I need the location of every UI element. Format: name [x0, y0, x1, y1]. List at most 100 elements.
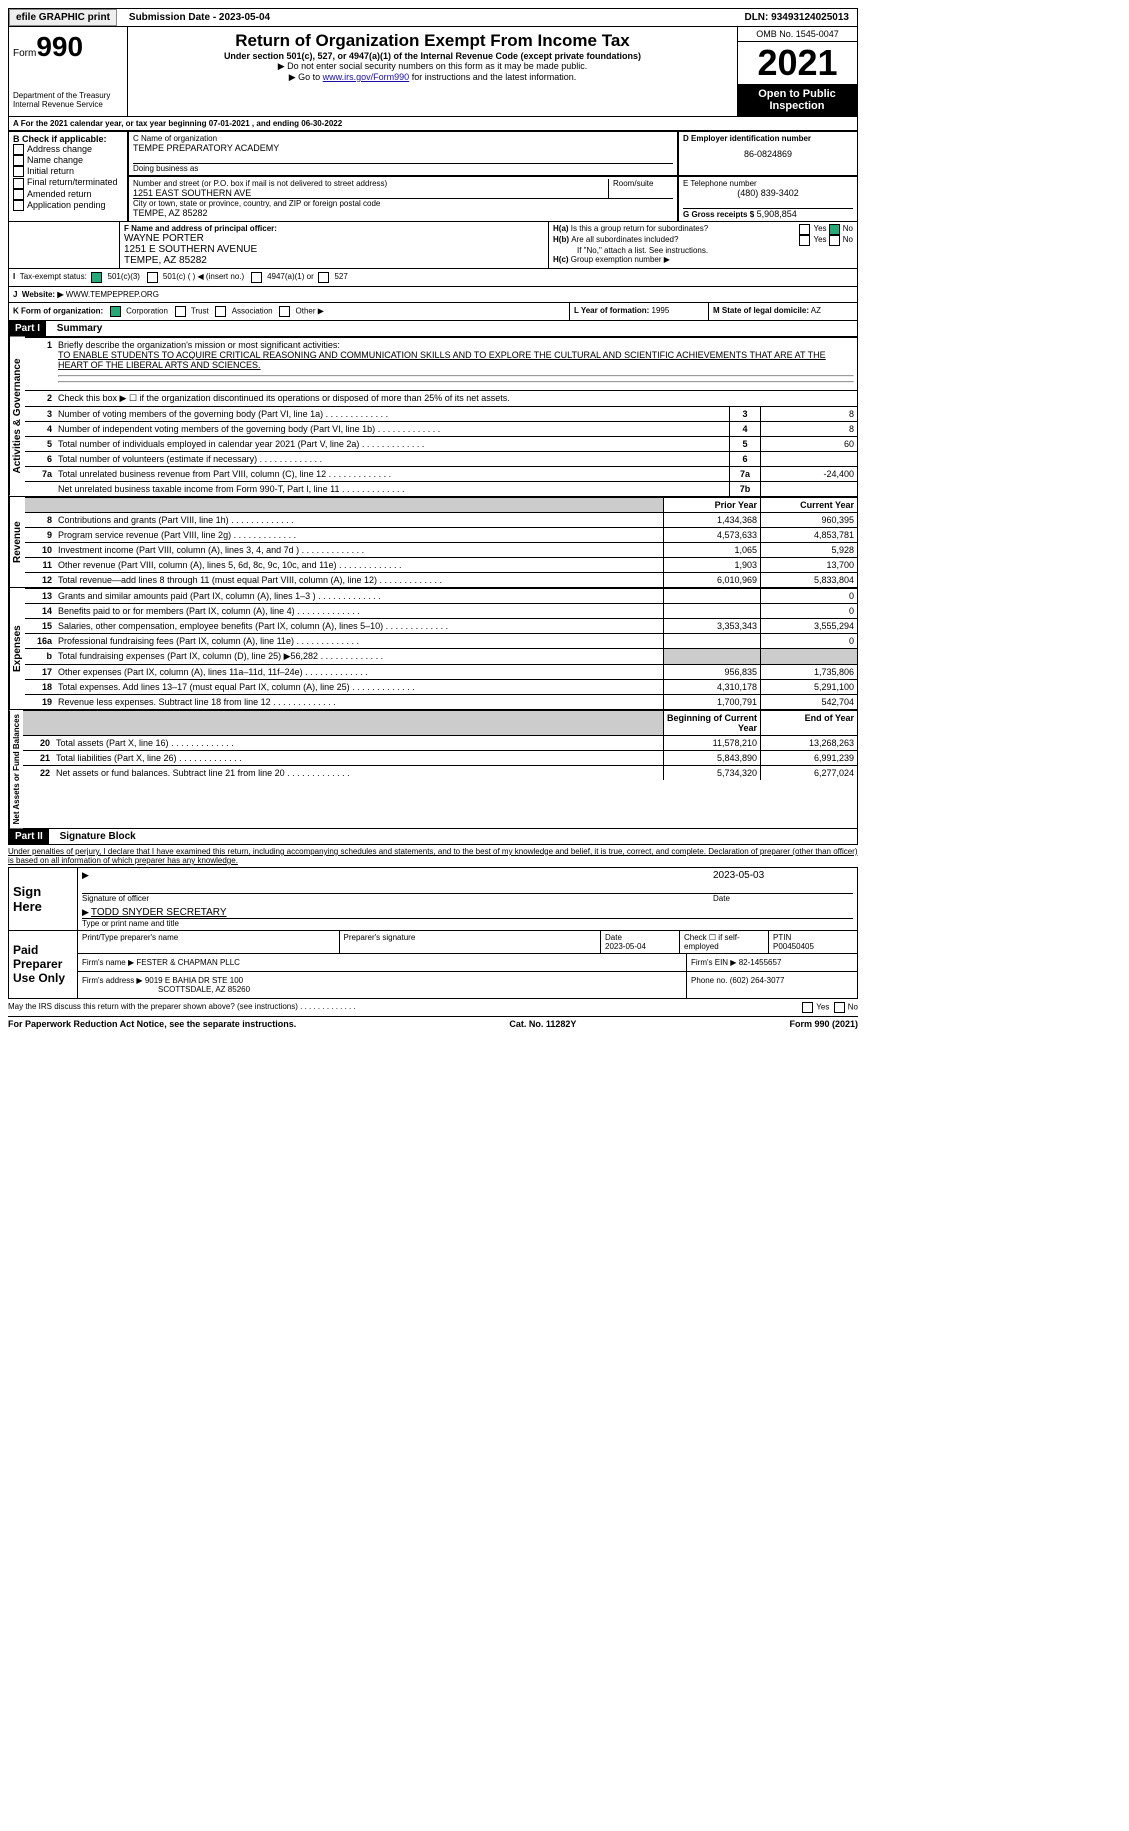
street-label: Number and street (or P.O. box if mail i… [133, 179, 608, 188]
table-row: 21Total liabilities (Part X, line 26)5,8… [23, 750, 857, 765]
table-row: 10Investment income (Part VIII, column (… [25, 542, 857, 557]
check-initial[interactable]: Initial return [13, 166, 123, 177]
discuss-row: May the IRS discuss this return with the… [8, 999, 858, 1017]
check-assoc[interactable] [215, 306, 226, 317]
firm-phone-label: Phone no. [691, 976, 727, 985]
gross-value: 5,908,854 [757, 209, 797, 219]
prep-name-label: Print/Type preparer's name [78, 931, 340, 953]
table-row: 20Total assets (Part X, line 16)11,578,2… [23, 735, 857, 750]
table-row: 15Salaries, other compensation, employee… [25, 618, 857, 633]
page-footer: For Paperwork Reduction Act Notice, see … [8, 1017, 858, 1029]
firm-city: SCOTTSDALE, AZ 85260 [82, 985, 250, 994]
subtitle-3: ▶ Go to www.irs.gov/Form990 for instruct… [132, 72, 733, 83]
subtitle-2: ▶ Do not enter social security numbers o… [132, 61, 733, 72]
top-toolbar: efile GRAPHIC print Submission Date - 20… [8, 8, 858, 27]
discuss-no[interactable] [834, 1002, 845, 1013]
firm-ein: 82-1455657 [739, 958, 782, 967]
open-inspection: Open to Public Inspection [737, 84, 857, 116]
summary-netassets-table: Beginning of Current YearEnd of Year 20T… [23, 710, 857, 780]
check-corp[interactable] [110, 306, 121, 317]
check-501c3[interactable] [91, 272, 102, 283]
line-2: Check this box ▶ ☐ if the organization d… [55, 390, 857, 406]
website-value: WWW.TEMPEPREP.ORG [66, 290, 159, 299]
check-other[interactable] [279, 306, 290, 317]
ptin-value: P00450405 [773, 942, 814, 951]
dept: Department of the Treasury [13, 91, 123, 100]
form-title: Return of Organization Exempt From Incom… [132, 31, 733, 51]
cat-no: Cat. No. 11282Y [509, 1019, 576, 1029]
phone-label: E Telephone number [683, 179, 853, 188]
check-amended[interactable]: Amended return [13, 189, 123, 200]
mission-label: Briefly describe the organization's miss… [58, 340, 340, 350]
col-current: Current Year [761, 497, 858, 512]
paid-preparer-block: Paid Preparer Use Only Print/Type prepar… [8, 931, 858, 999]
submission-date: Submission Date - 2023-05-04 [121, 10, 278, 25]
phone-value: (480) 839-3402 [683, 188, 853, 198]
check-501c[interactable] [147, 272, 158, 283]
table-row: 8Contributions and grants (Part VIII, li… [25, 512, 857, 527]
self-employed-check[interactable]: Check ☐ if self-employed [680, 931, 769, 953]
date-label: Date [713, 894, 853, 903]
sign-here-label: Sign Here [9, 868, 78, 930]
officer-label: F Name and address of principal officer: [124, 224, 544, 233]
hb-no[interactable]: No [843, 235, 853, 246]
check-trust[interactable] [175, 306, 186, 317]
goto-post: for instructions and the latest informat… [409, 72, 576, 82]
summary-revenue-table: Prior YearCurrent Year 8Contributions an… [25, 497, 857, 587]
city-value: TEMPE, AZ 85282 [133, 208, 673, 218]
ha-no[interactable]: No [843, 224, 853, 235]
dba-label: Doing business as [133, 163, 673, 173]
table-row: 11Other revenue (Part VIII, column (A), … [25, 557, 857, 572]
org-name-label: C Name of organization [133, 134, 673, 143]
table-row: 5Total number of individuals employed in… [25, 436, 857, 451]
part-ii-bar: Part II [9, 829, 49, 844]
check-pending[interactable]: Application pending [13, 200, 123, 211]
hb-yes[interactable]: Yes [813, 235, 826, 246]
side-expenses: Expenses [9, 588, 25, 709]
sign-here-block: Sign Here 2023-05-03 Signature of office… [8, 867, 858, 931]
col-prior: Prior Year [664, 497, 761, 512]
ein-label: D Employer identification number [683, 134, 853, 143]
check-address[interactable]: Address change [13, 144, 123, 155]
check-527[interactable] [318, 272, 329, 283]
prep-sig-label: Preparer's signature [340, 931, 602, 953]
irs: Internal Revenue Service [13, 100, 123, 109]
summary-activities-table: 1Briefly describe the organization's mis… [25, 337, 857, 496]
check-name[interactable]: Name change [13, 155, 123, 166]
section-m: M State of legal domicile: AZ [709, 303, 857, 320]
discuss-yes[interactable] [802, 1002, 813, 1013]
check-applicable-label: B Check if applicable: [13, 134, 123, 144]
dln: DLN: 93493124025013 [736, 10, 857, 25]
part-ii-title: Signature Block [52, 831, 136, 842]
table-row: 3Number of voting members of the governi… [25, 406, 857, 421]
part-i-header: Part I Summary [8, 321, 858, 337]
table-row: 14Benefits paid to or for members (Part … [25, 603, 857, 618]
section-a-period: A For the 2021 calendar year, or tax yea… [8, 116, 858, 131]
ha-yes[interactable]: Yes [813, 224, 826, 235]
table-row: 12Total revenue—add lines 8 through 11 (… [25, 572, 857, 587]
gross-label: G Gross receipts $ [683, 210, 754, 219]
hb-note: If "No," attach a list. See instructions… [553, 246, 853, 255]
table-row: 18Total expenses. Add lines 13–17 (must … [25, 679, 857, 694]
section-c: C Name of organization TEMPE PREPARATORY… [128, 131, 678, 176]
print-name-label: Type or print name and title [82, 919, 853, 928]
firm-phone: (602) 264-3077 [730, 976, 785, 985]
table-row: 9Program service revenue (Part VIII, lin… [25, 527, 857, 542]
table-row: bTotal fundraising expenses (Part IX, co… [25, 648, 857, 664]
prep-date-label: Date [605, 933, 622, 942]
room-label: Room/suite [608, 179, 673, 198]
firm-addr-label: Firm's address ▶ [82, 976, 143, 985]
city-label: City or town, state or province, country… [133, 198, 673, 208]
form-org-label: K Form of organization: [13, 307, 103, 316]
efile-print-button[interactable]: efile GRAPHIC print [9, 9, 117, 26]
officer-addr: 1251 E SOUTHERN AVENUE [124, 244, 544, 255]
paid-preparer-label: Paid Preparer Use Only [9, 931, 78, 998]
firm-ein-label: Firm's EIN ▶ [691, 958, 736, 967]
goto-pre: ▶ Go to [289, 72, 323, 82]
side-netassets: Net Assets or Fund Balances [9, 710, 23, 828]
check-final[interactable]: Final return/terminated [13, 177, 123, 188]
form990-link[interactable]: www.irs.gov/Form990 [323, 72, 410, 82]
officer-print-name: TODD SNYDER SECRETARY [91, 907, 227, 918]
pra-notice: For Paperwork Reduction Act Notice, see … [8, 1019, 296, 1029]
check-4947[interactable] [251, 272, 262, 283]
